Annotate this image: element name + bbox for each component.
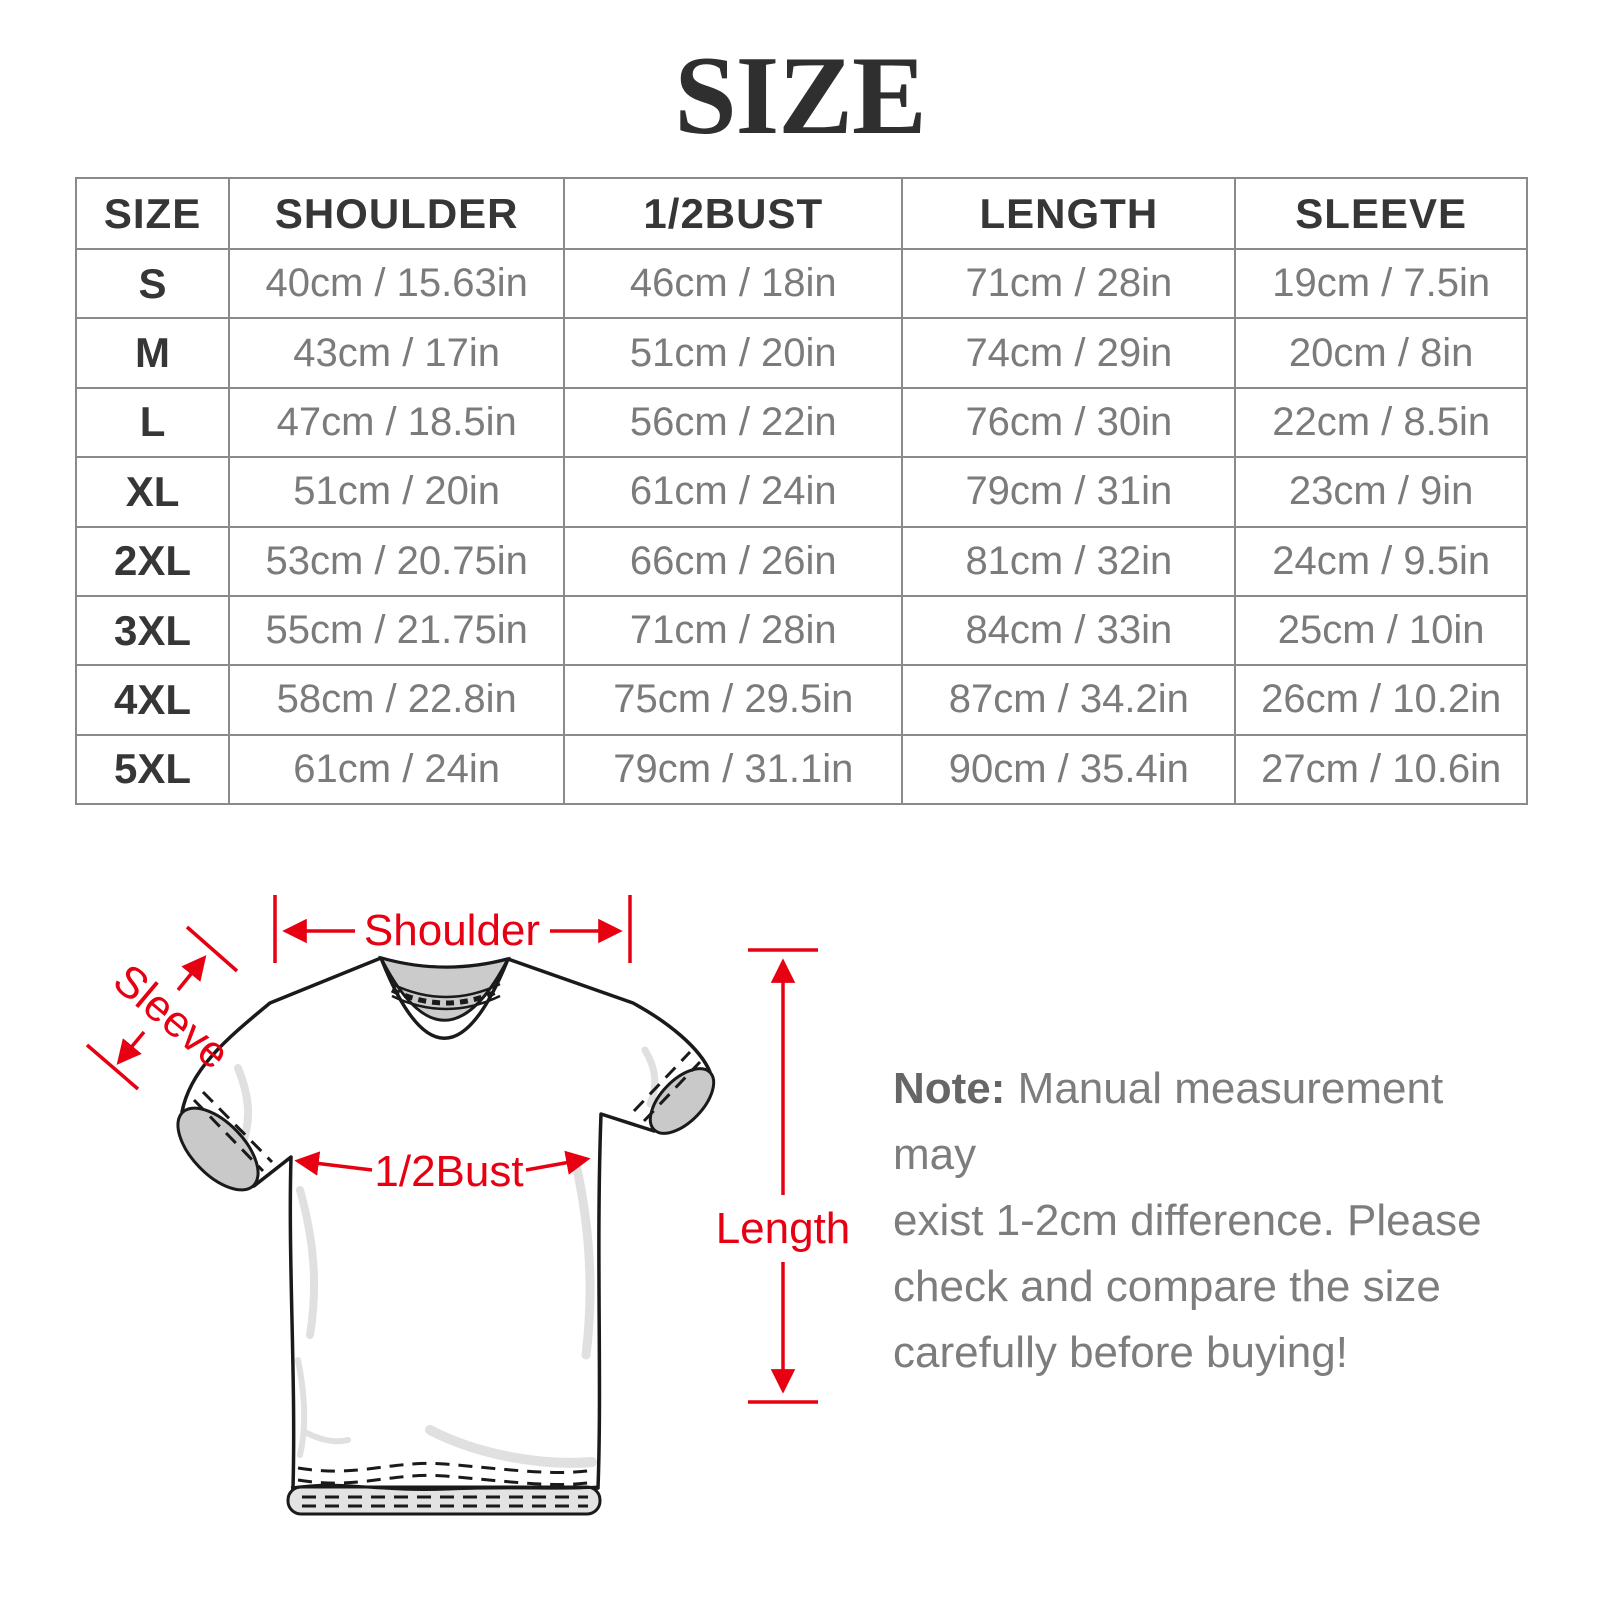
measurement-note: Note: Manual measurement may exist 1-2cm… [893, 1056, 1503, 1386]
shoulder-dimension: Shoulder [273, 895, 632, 963]
right-sleeve-cuff [632, 1050, 716, 1135]
collar-front-seam [379, 957, 510, 1040]
measurement-cell: 47cm / 18.5in [228, 386, 566, 459]
collar [378, 955, 511, 1040]
measurement-cell: 51cm / 20in [228, 456, 566, 528]
sleeve-lower-cap [85, 1043, 140, 1091]
measurement-cell: 19cm / 7.5in [1234, 247, 1528, 320]
measurement-cell: 40cm / 15.63in [228, 247, 566, 320]
measurement-cell: 25cm / 10in [1234, 594, 1528, 667]
bust-arrow-right [525, 1150, 591, 1175]
hem-band-stitching [302, 1495, 588, 1508]
length-dimension: Length [716, 948, 851, 1404]
size-cell: 3XL [74, 594, 231, 667]
table-row: S 40cm / 15.63in 46cm / 18in 71cm / 28in… [74, 247, 1528, 320]
table-header-row: SIZE SHOULDER 1/2BUST LENGTH SLEEVE [74, 177, 1528, 250]
measurement-cell: 22cm / 8.5in [1234, 386, 1528, 459]
measurement-cell: 71cm / 28in [563, 594, 904, 667]
measurement-cell: 27cm / 10.6in [1234, 733, 1528, 806]
measurement-cell: 20cm / 8in [1234, 317, 1528, 389]
measurement-cell: 56cm / 22in [563, 386, 904, 459]
measurement-cell: 84cm / 33in [901, 594, 1237, 667]
table-row: XL 51cm / 20in 61cm / 24in 79cm / 31in 2… [74, 456, 1528, 528]
measurement-cell: 75cm / 29.5in [563, 664, 904, 736]
measurement-cell: 74cm / 29in [901, 317, 1237, 389]
hem-top-edge [290, 1483, 599, 1491]
measurement-cell: 61cm / 24in [563, 456, 904, 528]
table-row: 4XL 58cm / 22.8in 75cm / 29.5in 87cm / 3… [74, 664, 1528, 736]
fabric-folds [234, 1046, 659, 1468]
sleeve-label: Sleeve [104, 955, 239, 1079]
table-row: M 43cm / 17in 51cm / 20in 74cm / 29in 20… [74, 317, 1528, 389]
bust-label: 1/2Bust [374, 1147, 523, 1196]
hem-stitch-row [297, 1473, 596, 1486]
note-line: Note: Manual measurement may [893, 1056, 1503, 1188]
table-row: 5XL 61cm / 24in 79cm / 31.1in 90cm / 35.… [74, 733, 1528, 806]
note-text: Manual measurement may [893, 1064, 1444, 1179]
hem-band [286, 1485, 602, 1516]
size-cell: 5XL [74, 733, 231, 806]
measurement-cell: 46cm / 18in [563, 247, 904, 320]
sleeve-upper-cap [185, 925, 239, 973]
bust-dimension: 1/2Bust [294, 1147, 591, 1196]
measurement-cell: 55cm / 21.75in [228, 594, 566, 667]
sleeve-dimension: Sleeve [85, 925, 239, 1091]
measurement-cell: 71cm / 28in [901, 247, 1237, 320]
sleeve-arrow-down [116, 1030, 146, 1065]
measurement-cell: 53cm / 20.75in [228, 525, 566, 597]
measurement-diagram: Shoulder Sleeve 1/2Bust Length [85, 895, 851, 1516]
note-line: exist 1-2cm difference. Please [893, 1196, 1482, 1245]
measurement-cell: 79cm / 31.1in [563, 733, 904, 806]
measurement-cell: 76cm / 30in [901, 386, 1237, 459]
column-header-shoulder: SHOULDER [228, 177, 566, 250]
shoulder-label: Shoulder [364, 906, 540, 955]
size-cell: L [74, 386, 231, 459]
sleeve-arrow-up [176, 955, 207, 992]
measurement-cell: 43cm / 17in [228, 317, 566, 389]
measurement-cell: 61cm / 24in [228, 733, 566, 806]
column-header-size: SIZE [74, 177, 231, 250]
measurement-cell: 90cm / 35.4in [901, 733, 1237, 806]
measurement-cell: 58cm / 22.8in [228, 664, 566, 736]
measurement-cell: 87cm / 34.2in [901, 664, 1237, 736]
measurement-cell: 24cm / 9.5in [1234, 525, 1528, 597]
column-header-sleeve: SLEEVE [1234, 177, 1528, 250]
size-cell: 4XL [74, 664, 231, 736]
column-header-length: LENGTH [901, 177, 1237, 250]
column-header-bust: 1/2BUST [563, 177, 904, 250]
hem-stitch-row [297, 1461, 596, 1474]
bust-arrow-left [294, 1151, 373, 1176]
measurement-cell: 23cm / 9in [1234, 456, 1528, 528]
measurement-cell: 81cm / 32in [901, 525, 1237, 597]
length-label: Length [716, 1204, 851, 1253]
t-shirt-drawing [176, 955, 716, 1516]
size-chart-table: SIZE SHOULDER 1/2BUST LENGTH SLEEVE S 40… [74, 177, 1528, 806]
note-label: Note: [893, 1064, 1006, 1113]
size-cell: S [74, 247, 231, 320]
note-line: check and compare the size [893, 1262, 1441, 1311]
collar-zigzag-stitch [390, 987, 502, 1006]
page-title: SIZE [674, 34, 926, 158]
size-cell: 2XL [74, 525, 231, 597]
measurement-cell: 51cm / 20in [563, 317, 904, 389]
measurement-cell: 26cm / 10.2in [1234, 664, 1528, 736]
measurement-cell: 66cm / 26in [563, 525, 904, 597]
size-cell: M [74, 317, 231, 389]
size-cell: XL [74, 456, 231, 528]
note-line: carefully before buying! [893, 1328, 1348, 1377]
table-row: 3XL 55cm / 21.75in 71cm / 28in 84cm / 33… [74, 594, 1528, 667]
left-sleeve-cuff [176, 1090, 274, 1192]
table-row: 2XL 53cm / 20.75in 66cm / 26in 81cm / 32… [74, 525, 1528, 597]
table-row: L 47cm / 18.5in 56cm / 22in 76cm / 30in … [74, 386, 1528, 459]
measurement-cell: 79cm / 31in [901, 456, 1237, 528]
